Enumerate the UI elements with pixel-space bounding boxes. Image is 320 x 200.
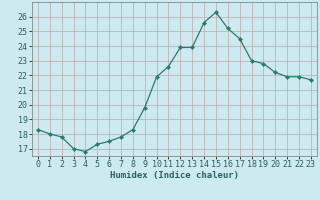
X-axis label: Humidex (Indice chaleur): Humidex (Indice chaleur) [110,171,239,180]
